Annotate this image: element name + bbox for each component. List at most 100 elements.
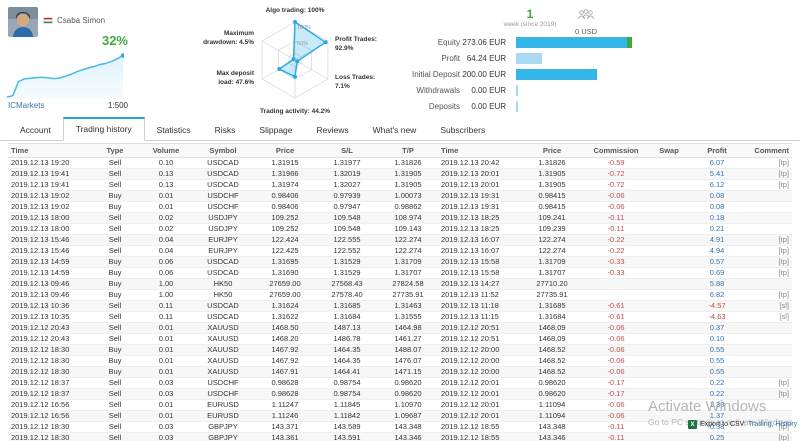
- country-flag-icon: [43, 17, 53, 24]
- table-row: 2019.12.12 18:30 Buy 0.01 XAUUSD 1467.91 1464…: [8, 366, 792, 378]
- cell: 1468.09: [520, 322, 584, 334]
- table-row: 2019.12.12 20:43 Sell 0.01 XAUUSD 1468.50 148…: [8, 322, 792, 334]
- cell: 2019.12.12 20:01: [438, 399, 520, 411]
- cell: Buy: [90, 366, 140, 378]
- cell: [tp]: [744, 421, 792, 433]
- profile-name: Csaba Simon: [57, 16, 106, 25]
- cell: 4.91: [690, 234, 744, 246]
- table-row: 2019.12.13 15:46 Sell 0.04 EURJPY 122.425 122…: [8, 245, 792, 257]
- cell: 1.00: [140, 278, 192, 290]
- cell: 0.98628: [254, 377, 316, 389]
- table-row: 2019.12.13 09:46 Buy 1.00 HK50 27659.00 27578…: [8, 289, 792, 301]
- summary-value: 0.00 EUR: [471, 102, 506, 111]
- cell: 0.13: [140, 168, 192, 180]
- cell: 2019.12.12 20:00: [438, 344, 520, 356]
- cell: 1.31463: [378, 300, 438, 312]
- cell: 2019.12.12 18:30: [8, 421, 90, 433]
- cell: 1.11246: [254, 410, 316, 422]
- cell: 2019.12.13 15:46: [8, 234, 90, 246]
- tab-reviews[interactable]: Reviews: [316, 125, 349, 135]
- price-value: 0 USD: [574, 27, 598, 36]
- cell: 27710.20: [520, 278, 584, 290]
- avatar[interactable]: [8, 7, 38, 37]
- cell: 27568.43: [316, 278, 378, 290]
- cell: USDCAD: [192, 256, 254, 268]
- cell: -0.06: [584, 344, 648, 356]
- cell: -0.11: [584, 223, 648, 235]
- tab-account[interactable]: Account: [20, 125, 51, 135]
- cell: [648, 399, 690, 411]
- cell: [648, 300, 690, 312]
- table-row: 2019.12.13 18:00 Sell 0.02 USDJPY 109.252 109…: [8, 223, 792, 235]
- export-link-history[interactable]: History: [775, 421, 798, 428]
- summary-value: 64.24 EUR: [466, 54, 506, 63]
- cell: [sl]: [744, 311, 792, 323]
- cell: -0.33: [584, 267, 648, 279]
- cell: [744, 344, 792, 356]
- column-header-price-8: Price: [520, 143, 584, 158]
- cell: [tp]: [744, 245, 792, 257]
- column-header-profit-11: Profit: [690, 143, 744, 158]
- cell: 1468.50: [254, 322, 316, 334]
- cell: XAUUSD: [192, 322, 254, 334]
- cell: 0.97939: [316, 190, 378, 202]
- cell: [744, 322, 792, 334]
- summary-bar: [516, 85, 518, 96]
- cell: 1.11842: [316, 410, 378, 422]
- cell: 0.98406: [254, 190, 316, 202]
- cell: GBPJPY: [192, 421, 254, 433]
- cell: 1.38: [690, 399, 744, 411]
- cell: [tp]: [744, 388, 792, 400]
- cell: 1476.07: [378, 355, 438, 367]
- tab-subscribers[interactable]: Subscribers: [440, 125, 486, 135]
- cell: -0.06: [584, 366, 648, 378]
- cell: 4.94: [690, 245, 744, 257]
- tab-risks[interactable]: Risks: [214, 125, 236, 135]
- cell: 1.11094: [520, 399, 584, 411]
- svg-text:Loss Trades:: Loss Trades:: [335, 74, 375, 81]
- cell: 2019.12.12 20:51: [438, 322, 520, 334]
- cell: 2019.12.13 09:46: [8, 278, 90, 290]
- tab-statistics[interactable]: Statistics: [156, 125, 191, 135]
- cell: HK50: [192, 289, 254, 301]
- cell: 2019.12.13 11:15: [438, 311, 520, 323]
- export-link-trading[interactable]: Trading: [748, 421, 772, 428]
- cell: 2019.12.12 18:37: [8, 377, 90, 389]
- column-header-price-4: Price: [254, 143, 316, 158]
- cell: 0.22: [690, 377, 744, 389]
- cell: 1468.52: [520, 344, 584, 356]
- cell: 143.348: [378, 421, 438, 433]
- cell: 1.11845: [316, 399, 378, 411]
- tab-what-s-new[interactable]: What's new: [372, 125, 417, 135]
- cell: -0.61: [584, 311, 648, 323]
- cell: 2019.12.12 20:51: [438, 333, 520, 345]
- cell: 6.07: [690, 157, 744, 169]
- tab-trading-history[interactable]: Trading history: [62, 117, 145, 141]
- cell: Sell: [90, 223, 140, 235]
- table-row: 2019.12.13 19:02 Buy 0.01 USDCHF 0.98406 0.97…: [8, 190, 792, 202]
- cell: 27578.40: [316, 289, 378, 301]
- cell: [584, 289, 648, 301]
- cell: 2019.12.13 15:58: [438, 256, 520, 268]
- cell: -0.22: [584, 234, 648, 246]
- cell: [648, 190, 690, 202]
- cell: 1468.52: [520, 355, 584, 367]
- svg-text:Algo trading: 100%: Algo trading: 100%: [266, 7, 325, 14]
- signal-price: 0 USD: [556, 8, 616, 36]
- cell: 143.346: [378, 432, 438, 441]
- tab-slippage[interactable]: Slippage: [259, 125, 293, 135]
- cell: 0.37: [690, 322, 744, 334]
- svg-text:Profit Trades:: Profit Trades:: [335, 36, 377, 43]
- cell: 122.274: [520, 234, 584, 246]
- cell: [tp]: [744, 168, 792, 180]
- broker-link[interactable]: ICMarkets: [8, 101, 45, 110]
- cell: 1467.92: [254, 355, 316, 367]
- svg-text:50%: 50%: [297, 41, 308, 47]
- summary-value: 0.00 EUR: [471, 86, 506, 95]
- cell: -4.57: [690, 300, 744, 312]
- table-row: 2019.12.12 18:30 Buy 0.01 XAUUSD 1467.92 1464…: [8, 344, 792, 356]
- summary-bar: [516, 37, 632, 48]
- cell: 1.31905: [520, 179, 584, 191]
- cell: [tp]: [744, 432, 792, 441]
- cell: EURJPY: [192, 234, 254, 246]
